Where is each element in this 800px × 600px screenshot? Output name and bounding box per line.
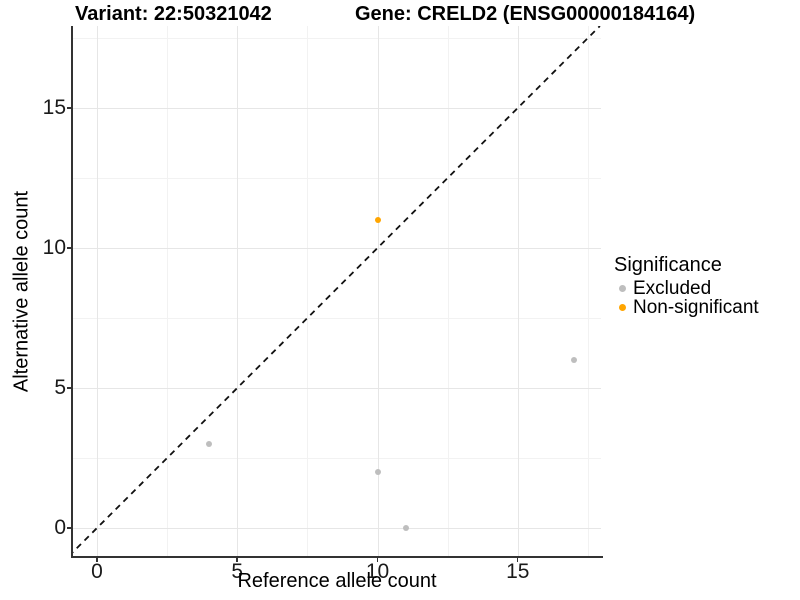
data-point-non-significant (374, 217, 381, 223)
gridline (73, 178, 601, 179)
gridline (73, 318, 601, 319)
y-tick-label: 0 (54, 516, 66, 539)
y-tick-mark (67, 247, 71, 249)
x-axis-line (71, 556, 603, 558)
x-tick-mark (516, 558, 519, 562)
legend: Significance Excluded Non-significant (614, 253, 759, 317)
data-point-excluded (206, 441, 213, 447)
gridline (237, 26, 239, 556)
gridline (377, 26, 379, 556)
gridline (587, 26, 589, 556)
x-tick-label: 0 (91, 560, 103, 583)
y-tick-mark (67, 387, 71, 389)
gridline (73, 458, 601, 459)
x-tick-label: 15 (506, 560, 530, 583)
gridline (73, 528, 601, 529)
data-point-excluded (374, 469, 381, 475)
data-point-excluded (570, 357, 577, 363)
legend-item-label: Excluded (633, 278, 712, 299)
legend-item-non-significant: Non-significant (614, 298, 759, 317)
plot-title-gene: Gene: CRELD2 (ENSG00000184164) (355, 3, 696, 25)
legend-item-excluded: Excluded (614, 279, 759, 298)
legend-key-dot (619, 304, 626, 311)
gridline (447, 26, 449, 556)
gridline (307, 26, 309, 556)
identity-line (73, 26, 601, 554)
gridline (73, 248, 601, 249)
legend-items: Excluded Non-significant (614, 279, 759, 317)
gridline (73, 108, 601, 109)
legend-key-dot (619, 285, 626, 292)
y-tick-mark (67, 107, 71, 109)
data-point-excluded (402, 525, 409, 531)
x-axis-title: Reference allele count (237, 570, 437, 592)
x-tick-mark (376, 558, 378, 562)
y-tick-label: 15 (42, 96, 66, 119)
gridline (73, 38, 601, 39)
gridline (517, 26, 519, 556)
y-axis-title: Alternative allele count (10, 190, 33, 393)
y-tick-mark (67, 527, 71, 529)
plot-title-variant: Variant: 22:50321042 (75, 3, 272, 25)
x-tick-label: 10 (365, 560, 390, 583)
gridline (73, 388, 601, 389)
gridline (97, 26, 98, 556)
gridline (167, 26, 169, 556)
y-tick-label: 5 (54, 376, 66, 399)
legend-title: Significance (614, 254, 722, 276)
y-tick-label: 10 (42, 236, 66, 259)
x-tick-mark (96, 558, 98, 562)
x-tick-mark (236, 558, 238, 562)
y-axis-line (71, 26, 73, 558)
x-tick-label: 5 (231, 560, 244, 583)
legend-item-label: Non-significant (633, 297, 759, 318)
plot-panel (73, 26, 601, 556)
